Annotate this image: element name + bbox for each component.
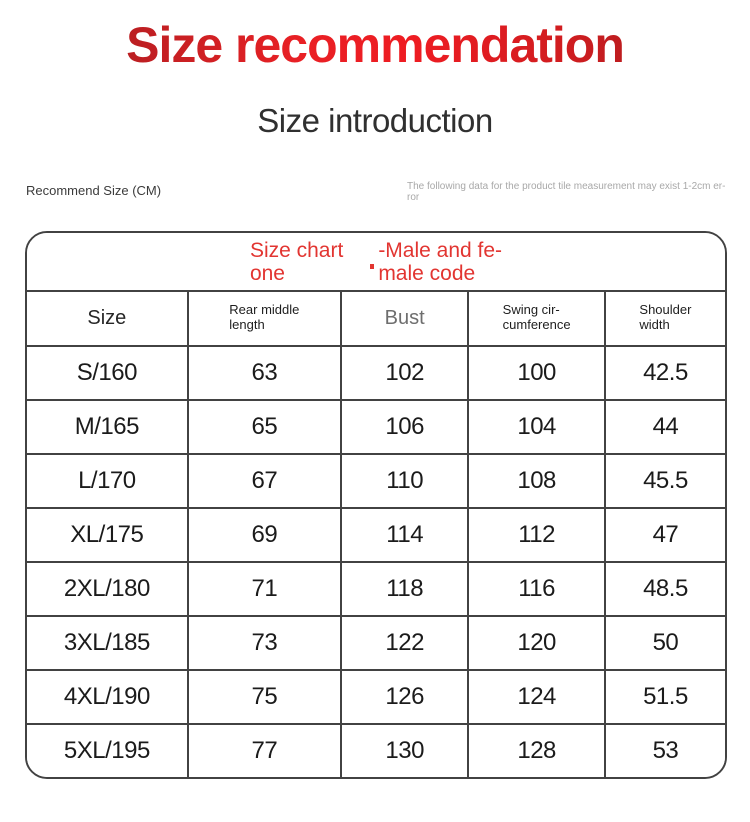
value-cell: 114	[339, 507, 470, 563]
col-header-line: Size	[87, 307, 127, 329]
page-subtitle: Size introduction	[257, 102, 493, 139]
value-cell: 124	[467, 669, 606, 725]
col-header-shoulder-width: Shoulder width	[603, 290, 725, 347]
col-header-line: length	[229, 316, 265, 332]
col-header-line: Rear middle	[229, 302, 300, 318]
size-cell: 4XL/190	[27, 669, 189, 725]
value-cell: 51.5	[603, 669, 725, 725]
size-table: Size chart one -Male and fe-male code Siz…	[25, 231, 727, 779]
value-cell: 130	[339, 723, 470, 777]
size-cell: L/170	[27, 453, 189, 509]
col-header-line: cumference	[502, 316, 571, 332]
value-cell: 77	[186, 723, 342, 777]
value-cell: 116	[467, 561, 606, 617]
size-cell: M/165	[27, 399, 189, 455]
value-cell: 47	[603, 507, 725, 563]
value-cell: 65	[186, 399, 342, 455]
value-cell: 118	[339, 561, 470, 617]
page-title: Size recommendation	[0, 16, 750, 74]
value-cell: 48.5	[603, 561, 725, 617]
table-caption-text: Size chart one -Male and fe-male code	[27, 239, 725, 285]
col-header-bust: Bust	[339, 290, 470, 347]
value-cell: 73	[186, 615, 342, 671]
value-cell: 108	[467, 453, 606, 509]
caption-line: Size chart	[249, 238, 344, 262]
value-cell: 42.5	[603, 345, 725, 401]
table-body: S/160 63 102 100 42.5 M/165 65 106 104 44 L/170 67 1…	[27, 345, 725, 777]
size-cell: 5XL/195	[27, 723, 189, 777]
caption-right-text: -Male and fe-male code	[370, 238, 503, 285]
value-cell: 102	[339, 345, 470, 401]
col-header-rear-middle-length: Rear middle length	[186, 290, 342, 347]
disclaimer-line-2: ror	[407, 192, 420, 203]
col-header-line: Swing cir-	[502, 302, 560, 318]
value-cell: 50	[603, 615, 725, 671]
size-cell: XL/175	[27, 507, 189, 563]
size-cell: S/160	[27, 345, 189, 401]
caption-left-text: Size chart one	[250, 239, 343, 285]
value-cell: 100	[467, 345, 606, 401]
table-row: M/165 65 106 104 44	[27, 399, 725, 455]
header-row: Size Rear middle length Bust Swing cir-cumfe…	[27, 290, 725, 347]
value-cell: 126	[339, 669, 470, 725]
table-row: L/170 67 110 108 45.5	[27, 453, 725, 509]
table-row: XL/175 69 114 112 47	[27, 507, 725, 563]
size-cell: 2XL/180	[27, 561, 189, 617]
size-cell: 3XL/185	[27, 615, 189, 671]
value-cell: 122	[339, 615, 470, 671]
value-cell: 120	[467, 615, 606, 671]
value-cell: 53	[603, 723, 725, 777]
value-cell: 67	[186, 453, 342, 509]
disclaimer-line-1: The following data for the product tile …	[407, 181, 726, 192]
col-header-line: width	[639, 316, 670, 332]
caption-line: one	[249, 261, 285, 285]
red-dot-icon	[370, 263, 375, 269]
value-cell: 63	[186, 345, 342, 401]
caption-line: male code	[378, 261, 476, 285]
table-row: 4XL/190 75 126 124 51.5	[27, 669, 725, 725]
value-cell: 128	[467, 723, 606, 777]
col-header-swing-circumference: Swing cir-cumference	[467, 290, 606, 347]
size-table-grid: Size chart one -Male and fe-male code Siz…	[27, 233, 725, 777]
col-header-line: Bust	[384, 307, 425, 329]
value-cell: 44	[603, 399, 725, 455]
caption-line: -Male and fe-	[378, 238, 503, 262]
table-row: S/160 63 102 100 42.5	[27, 345, 725, 401]
value-cell: 104	[467, 399, 606, 455]
value-cell: 69	[186, 507, 342, 563]
value-cell: 112	[467, 507, 606, 563]
value-cell: 110	[339, 453, 470, 509]
table-row: 3XL/185 73 122 120 50	[27, 615, 725, 671]
table-caption: Size chart one -Male and fe-male code	[27, 233, 725, 292]
value-cell: 45.5	[603, 453, 725, 509]
recommend-size-label: Recommend Size (CM)	[26, 183, 162, 198]
value-cell: 75	[186, 669, 342, 725]
table-row: 5XL/195 77 130 128 53	[27, 723, 725, 777]
table-row: 2XL/180 71 118 116 48.5	[27, 561, 725, 617]
value-cell: 71	[186, 561, 342, 617]
col-header-size: Size	[27, 290, 189, 347]
disclaimer-text: The following data for the product tile …	[407, 181, 747, 203]
value-cell: 106	[339, 399, 470, 455]
col-header-line: Shoulder	[639, 302, 692, 318]
